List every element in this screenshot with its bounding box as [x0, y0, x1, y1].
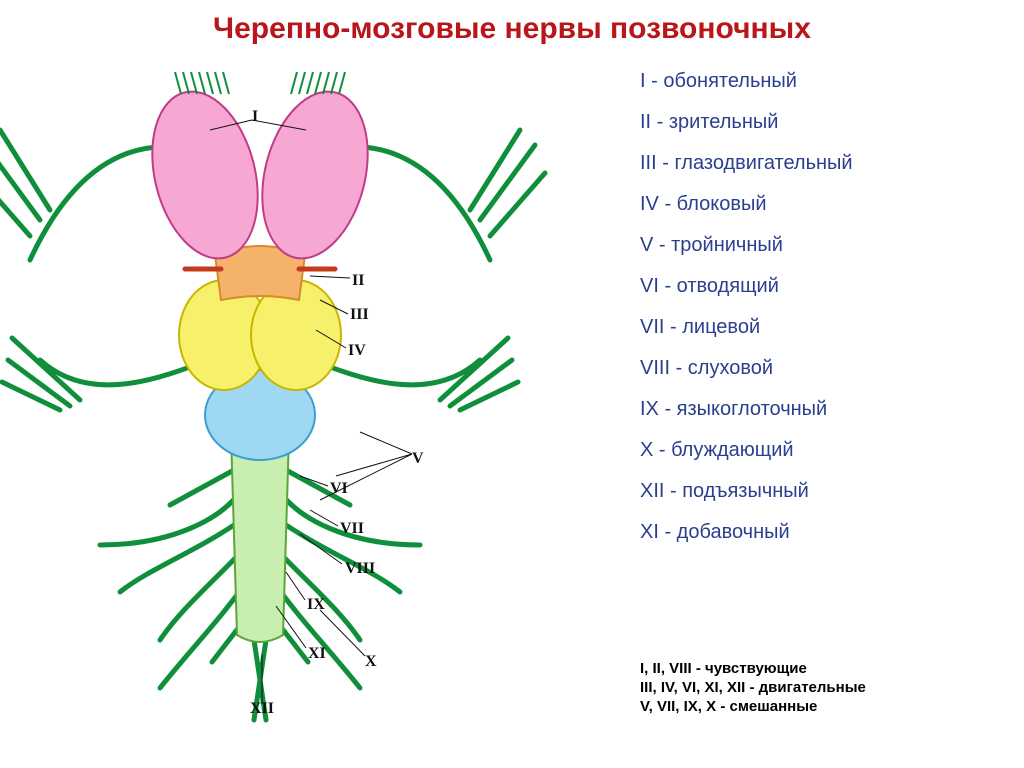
legend-item-IX: IX - языкоглоточный: [640, 398, 1000, 421]
diagram-label-IX: IX: [307, 596, 325, 614]
legend-item-VI: VI - отводящий: [640, 275, 1000, 298]
diagram-label-VIII: VIII: [345, 560, 375, 578]
legend-item-X: X - блуждающий: [640, 439, 1000, 462]
summary-line: V, VII, IX, X - смешанные: [640, 698, 866, 715]
diagram-label-III: III: [350, 306, 369, 324]
summary-line: III, IV, VI, XI, XII - двигательные: [640, 679, 866, 696]
diagram-label-IV: IV: [348, 342, 366, 360]
diagram-label-II: II: [352, 272, 364, 290]
nerve-legend: I - обонятельный II - зрительный III - гла…: [640, 70, 1000, 562]
diagram-label-VI: VI: [330, 480, 348, 498]
summary-line: I, II, VIII - чувствующие: [640, 660, 866, 677]
legend-item-IV: IV - блоковый: [640, 193, 1000, 216]
nerve-type-summary: I, II, VIII - чувствующие III, IV, VI, XI…: [640, 660, 866, 717]
legend-item-III: III - глазодвигательный: [640, 152, 1000, 175]
legend-item-VIII: VIII - слуховой: [640, 357, 1000, 380]
legend-item-II: II - зрительный: [640, 111, 1000, 134]
legend-item-XI: XI - добавочный: [640, 521, 1000, 544]
diagram-label-XI: XI: [308, 645, 326, 663]
legend-item-VII: VII - лицевой: [640, 316, 1000, 339]
diagram-label-I: I: [252, 108, 258, 126]
legend-item-XII: XII - подъязычный: [640, 480, 1000, 503]
diagram-label-X: X: [365, 653, 377, 671]
diagram-label-XII: XII: [250, 700, 274, 718]
diagram-label-VII: VII: [340, 520, 364, 538]
legend-item-I: I - обонятельный: [640, 70, 1000, 93]
diagram-label-V: V: [412, 450, 424, 468]
legend-item-V: V - тройничный: [640, 234, 1000, 257]
